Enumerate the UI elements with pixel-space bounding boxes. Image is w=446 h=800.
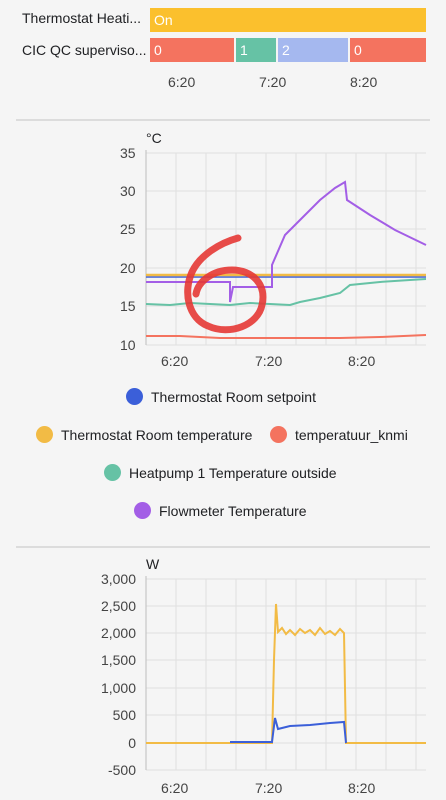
segment-text: 0 <box>154 42 162 58</box>
x-tick: 8:20 <box>348 353 376 369</box>
y-tick: -500 <box>107 762 136 778</box>
x-tick: 7:20 <box>255 780 283 796</box>
legend-item[interactable]: Thermostat Room setpoint <box>126 388 316 405</box>
segment-text: 0 <box>354 42 362 58</box>
y-axis-unit: W <box>146 556 160 572</box>
y-tick: 1,500 <box>100 652 136 668</box>
x-tick: 7:20 <box>255 353 283 369</box>
series-line-flowmeter <box>146 180 427 303</box>
y-tick: 1,000 <box>100 680 136 696</box>
power-plot[interactable] <box>0 540 446 780</box>
y-tick: 2,500 <box>100 598 136 614</box>
series-line-outside <box>145 278 427 307</box>
legend-label: temperatuur_knmi <box>295 426 408 443</box>
legend-label: Heatpump 1 Temperature outside <box>129 464 337 481</box>
y-tick: 20 <box>120 260 136 276</box>
legend-label: Thermostat Room setpoint <box>151 388 316 405</box>
legend-item[interactable]: Flowmeter Temperature <box>134 502 307 519</box>
x-tick: 6:20 <box>161 780 189 796</box>
series-line-power-blue <box>230 717 347 744</box>
legend-item[interactable]: temperatuur_knmi <box>270 426 408 443</box>
timeline-x-tick: 8:20 <box>350 74 378 90</box>
timeline-segment[interactable]: 0 <box>350 38 426 62</box>
legend-swatch <box>134 502 151 519</box>
card-divider <box>16 546 430 548</box>
timeline-row-label: Thermostat Heati... <box>22 10 142 26</box>
timeline-segment[interactable]: 1 <box>236 38 276 62</box>
y-tick: 0 <box>128 735 136 751</box>
legend-swatch <box>126 388 143 405</box>
timeline-x-tick: 6:20 <box>168 74 196 90</box>
y-tick: 15 <box>120 298 136 314</box>
y-tick: 2,000 <box>100 625 136 641</box>
segment-text: On <box>154 12 173 28</box>
legend-item[interactable]: Thermostat Room temperature <box>36 426 252 443</box>
y-tick: 25 <box>120 221 136 237</box>
series-line-power-yellow <box>146 603 426 744</box>
timeline-segment[interactable]: 0 <box>150 38 234 62</box>
y-tick: 500 <box>112 707 136 723</box>
legend-swatch <box>36 426 53 443</box>
timeline-segment[interactable]: 2 <box>278 38 348 62</box>
legend-label: Flowmeter Temperature <box>159 502 307 519</box>
y-tick: 3,000 <box>100 571 136 587</box>
segment-text: 1 <box>240 42 248 58</box>
temperature-plot[interactable] <box>0 0 446 380</box>
y-axis-unit: °C <box>146 130 162 146</box>
x-tick: 8:20 <box>348 780 376 796</box>
y-tick: 10 <box>120 337 136 353</box>
legend-swatch <box>270 426 287 443</box>
timeline-x-tick: 7:20 <box>259 74 287 90</box>
segment-text: 2 <box>282 42 290 58</box>
y-tick: 30 <box>120 183 136 199</box>
y-tick: 35 <box>120 145 136 161</box>
card-divider <box>16 119 430 121</box>
legend-swatch <box>104 464 121 481</box>
annotation-scribble <box>184 234 267 334</box>
x-tick: 6:20 <box>161 353 189 369</box>
legend-label: Thermostat Room temperature <box>61 426 253 443</box>
timeline-row-label: CIC QC superviso... <box>22 42 146 58</box>
legend-item[interactable]: Heatpump 1 Temperature outside <box>104 464 337 481</box>
timeline-segment[interactable]: On <box>150 8 426 32</box>
series-line-knmi <box>146 334 427 339</box>
